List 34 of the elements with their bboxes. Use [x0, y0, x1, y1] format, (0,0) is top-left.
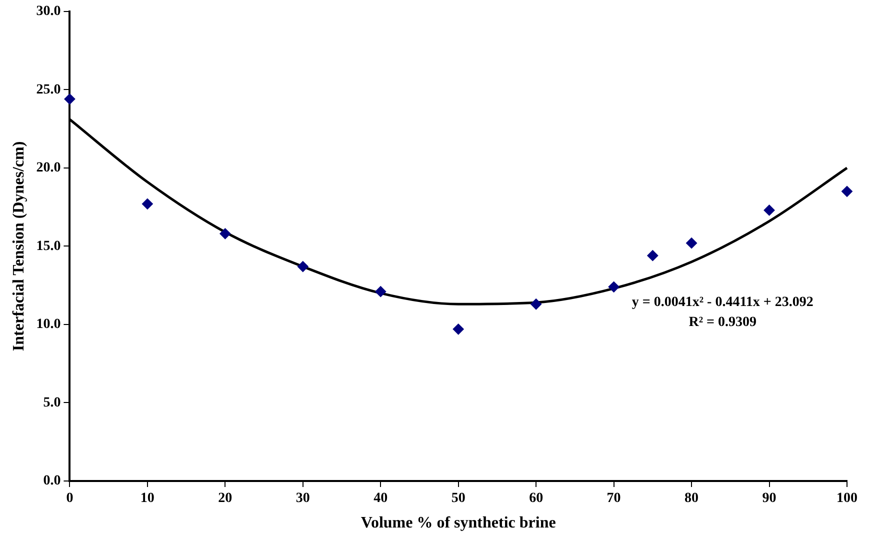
- point: [764, 204, 775, 216]
- x-tick-label: 60: [529, 491, 544, 506]
- point: [647, 250, 658, 262]
- x-axis-title: Volume % of synthetic brine: [360, 514, 556, 532]
- point: [452, 324, 464, 335]
- y-tick-label: 15.0: [36, 238, 61, 254]
- y-tick-label: 0.0: [43, 474, 61, 489]
- point: [608, 281, 620, 292]
- x-tick-label: 70: [606, 491, 621, 506]
- x-tick-label: 80: [684, 491, 699, 506]
- point: [64, 94, 76, 105]
- point: [842, 186, 852, 197]
- point: [142, 198, 153, 210]
- y-tick-label: 25.0: [36, 82, 61, 98]
- x-tick-label: 50: [451, 491, 466, 506]
- x-tick-label: 40: [374, 491, 388, 506]
- y-tick-label: 20.0: [36, 160, 61, 176]
- y-tick-label: 30.0: [36, 4, 61, 20]
- annotation: R² = 0.9309: [688, 315, 757, 330]
- y-tick-label: 10.0: [36, 317, 61, 332]
- point: [375, 286, 386, 298]
- point: [297, 261, 308, 272]
- x-tick-label: 90: [762, 491, 776, 506]
- x-tick-label: 20: [218, 491, 232, 506]
- x-tick-label: 30: [296, 491, 310, 506]
- y-tick-label: 5.0: [43, 395, 61, 410]
- x-tick-label: 100: [836, 491, 858, 506]
- point: [220, 228, 231, 240]
- point: [530, 298, 542, 310]
- y-axis-title: Interfacial Tension (Dynes/cm): [10, 141, 28, 352]
- point: [686, 238, 698, 249]
- x-tick-label: 10: [140, 491, 154, 506]
- annotation: y = 0.0041x² - 0.4411x + 23.092: [632, 295, 814, 310]
- x-tick-label: 0: [66, 491, 74, 506]
